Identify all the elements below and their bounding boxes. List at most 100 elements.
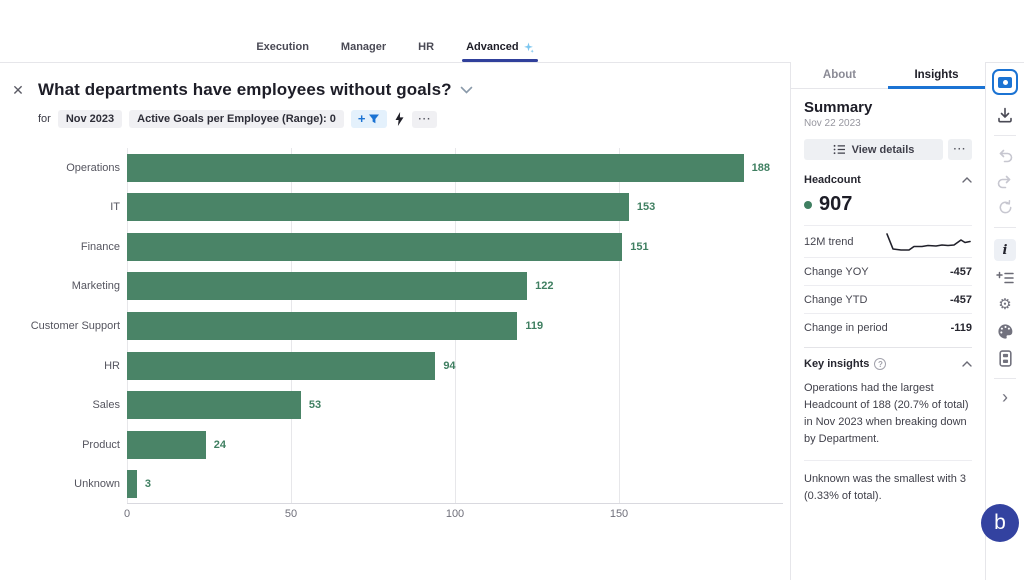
page-title[interactable]: What departments have employees without …	[38, 79, 452, 99]
metric-filter-chip[interactable]: Active Goals per Employee (Range): 0	[129, 110, 344, 128]
bar-value-label: 153	[636, 201, 656, 214]
view-details-label: View details	[851, 143, 915, 156]
tool-rail: i ⚙ ›	[985, 62, 1024, 580]
bar-value-label: 119	[525, 320, 544, 333]
plot-area: Operations 188 IT 153 Finance 151 Marketing 122…	[0, 148, 783, 504]
tab-advanced[interactable]: Advanced	[462, 41, 538, 62]
change-yoy-label: Change YOY	[804, 265, 869, 278]
bar-value-label: 53	[308, 399, 322, 412]
bar[interactable]	[127, 153, 744, 182]
bar-row: Operations 188	[0, 148, 783, 188]
bar[interactable]	[127, 351, 436, 380]
change-period-value: -119	[950, 321, 972, 334]
trend-row: 12M trend	[804, 225, 972, 257]
bar-value-label: 151	[630, 240, 649, 253]
rail-divider	[994, 227, 1016, 228]
bar-row: IT 153	[0, 188, 783, 228]
category-label: Unknown	[74, 478, 120, 491]
bar[interactable]	[127, 272, 528, 301]
insight-text: Operations had the largest Headcount of …	[804, 382, 969, 446]
change-ytd-value: -457	[949, 293, 972, 306]
brand-logo[interactable]: b	[981, 504, 1019, 542]
sparkline	[884, 230, 972, 254]
list-icon	[833, 144, 846, 155]
refresh-button[interactable]	[997, 199, 1014, 216]
bar[interactable]	[127, 391, 301, 420]
bar-row: Finance 151	[0, 227, 783, 267]
info-button[interactable]: i	[994, 239, 1016, 261]
bar-value-label: 24	[213, 438, 226, 451]
category-label: IT	[110, 201, 120, 214]
bar[interactable]	[127, 232, 623, 261]
camera-icon	[998, 76, 1012, 88]
summary-more-button[interactable]: ···	[948, 139, 972, 160]
slots-icon[interactable]	[998, 350, 1012, 367]
bar-track: 94	[127, 346, 783, 386]
time-filter-chip[interactable]: Nov 2023	[57, 110, 123, 128]
palette-icon[interactable]	[997, 323, 1014, 340]
close-icon[interactable]: ✕	[12, 81, 24, 98]
add-filter-button[interactable]: +	[350, 110, 388, 128]
metric-color-dot	[804, 200, 812, 209]
chevron-up-icon[interactable]	[962, 361, 972, 367]
tab-manager[interactable]: Manager	[340, 41, 387, 53]
trend-label: 12M trend	[804, 235, 854, 248]
settings-gear-icon[interactable]: ⚙	[998, 296, 1012, 313]
help-icon[interactable]: ?	[874, 358, 887, 370]
tab-insights[interactable]: Insights	[888, 62, 985, 89]
sparkle-icon	[523, 41, 534, 53]
bar-track: 24	[127, 425, 783, 465]
redo-button[interactable]	[996, 173, 1014, 189]
change-period-row: Change in period -119	[804, 313, 972, 341]
change-yoy-value: -457	[949, 265, 972, 278]
download-button[interactable]	[996, 106, 1014, 124]
bar-track: 119	[127, 306, 783, 346]
headcount-title: Headcount	[804, 174, 861, 186]
panel-tabs: About Insights	[791, 62, 985, 89]
chevron-down-icon[interactable]	[460, 82, 473, 100]
headcount-value: 907	[819, 193, 853, 215]
tab-execution[interactable]: Execution	[256, 41, 309, 53]
bar[interactable]	[127, 470, 137, 499]
rail-divider	[994, 378, 1016, 379]
view-tabs: Execution Manager HR Advanced	[0, 36, 790, 62]
funnel-icon	[368, 113, 380, 125]
lightning-icon[interactable]	[394, 112, 405, 126]
collapse-panel-button[interactable]: ›	[1002, 387, 1008, 407]
header-divider	[0, 62, 1024, 63]
question-header: What departments have employees without …	[38, 79, 473, 100]
change-yoy-row: Change YOY -457	[804, 257, 972, 285]
gridline	[619, 148, 620, 503]
bar-row: Unknown 3	[0, 465, 783, 505]
bar[interactable]	[127, 312, 518, 341]
for-label: for	[38, 113, 51, 125]
tab-hr[interactable]: HR	[418, 41, 435, 53]
chevron-up-icon[interactable]	[962, 177, 972, 183]
bar-row: Customer Support 119	[0, 306, 783, 346]
bar[interactable]	[127, 430, 206, 459]
tab-advanced-label: Advanced	[466, 41, 519, 53]
bar-track: 122	[127, 267, 783, 307]
bar[interactable]	[127, 193, 629, 222]
x-axis-tick: 100	[445, 508, 465, 520]
x-axis-tick: 150	[609, 508, 629, 520]
more-options-button[interactable]: ···	[412, 110, 438, 128]
bar-value-label: 94	[443, 359, 456, 372]
undo-button[interactable]	[996, 147, 1014, 163]
summary-date: Nov 22 2023	[804, 118, 861, 129]
capture-button[interactable]	[992, 69, 1018, 95]
x-axis-tick: 0	[123, 508, 131, 520]
bar-track: 53	[127, 385, 783, 425]
key-insights-title: Key insights	[804, 358, 870, 370]
bar-chart: Operations 188 IT 153 Finance 151 Marketing 122…	[0, 148, 783, 526]
section-divider	[804, 347, 972, 348]
add-to-list-button[interactable]	[996, 271, 1014, 285]
category-label: Marketing	[71, 280, 120, 293]
change-ytd-label: Change YTD	[804, 293, 868, 306]
view-details-button[interactable]: View details	[804, 139, 943, 160]
summary-title: Summary	[804, 99, 873, 116]
bar-value-label: 3	[144, 478, 151, 491]
tab-about[interactable]: About	[822, 69, 857, 81]
rail-divider	[994, 135, 1016, 136]
